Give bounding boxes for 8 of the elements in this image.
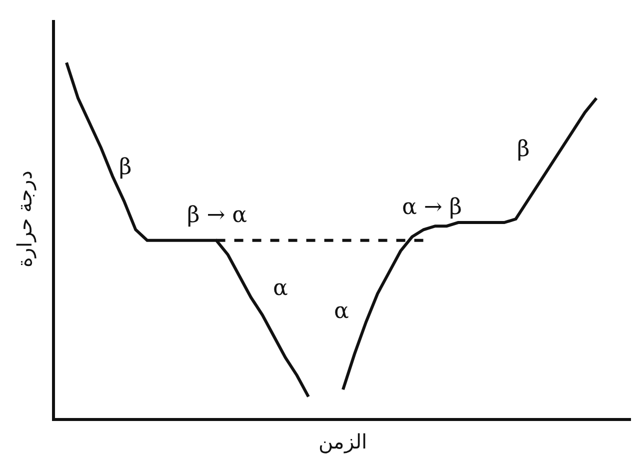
annotation: β xyxy=(517,137,530,162)
annotation: α → β xyxy=(402,195,462,220)
x-axis-title: الزمن xyxy=(318,430,368,454)
annotation: α xyxy=(273,276,288,301)
y-axis-title: درجة حرارة xyxy=(12,170,36,268)
annotation: β xyxy=(119,155,132,180)
annotation: β → α xyxy=(187,203,248,228)
annotation: α xyxy=(334,299,349,324)
